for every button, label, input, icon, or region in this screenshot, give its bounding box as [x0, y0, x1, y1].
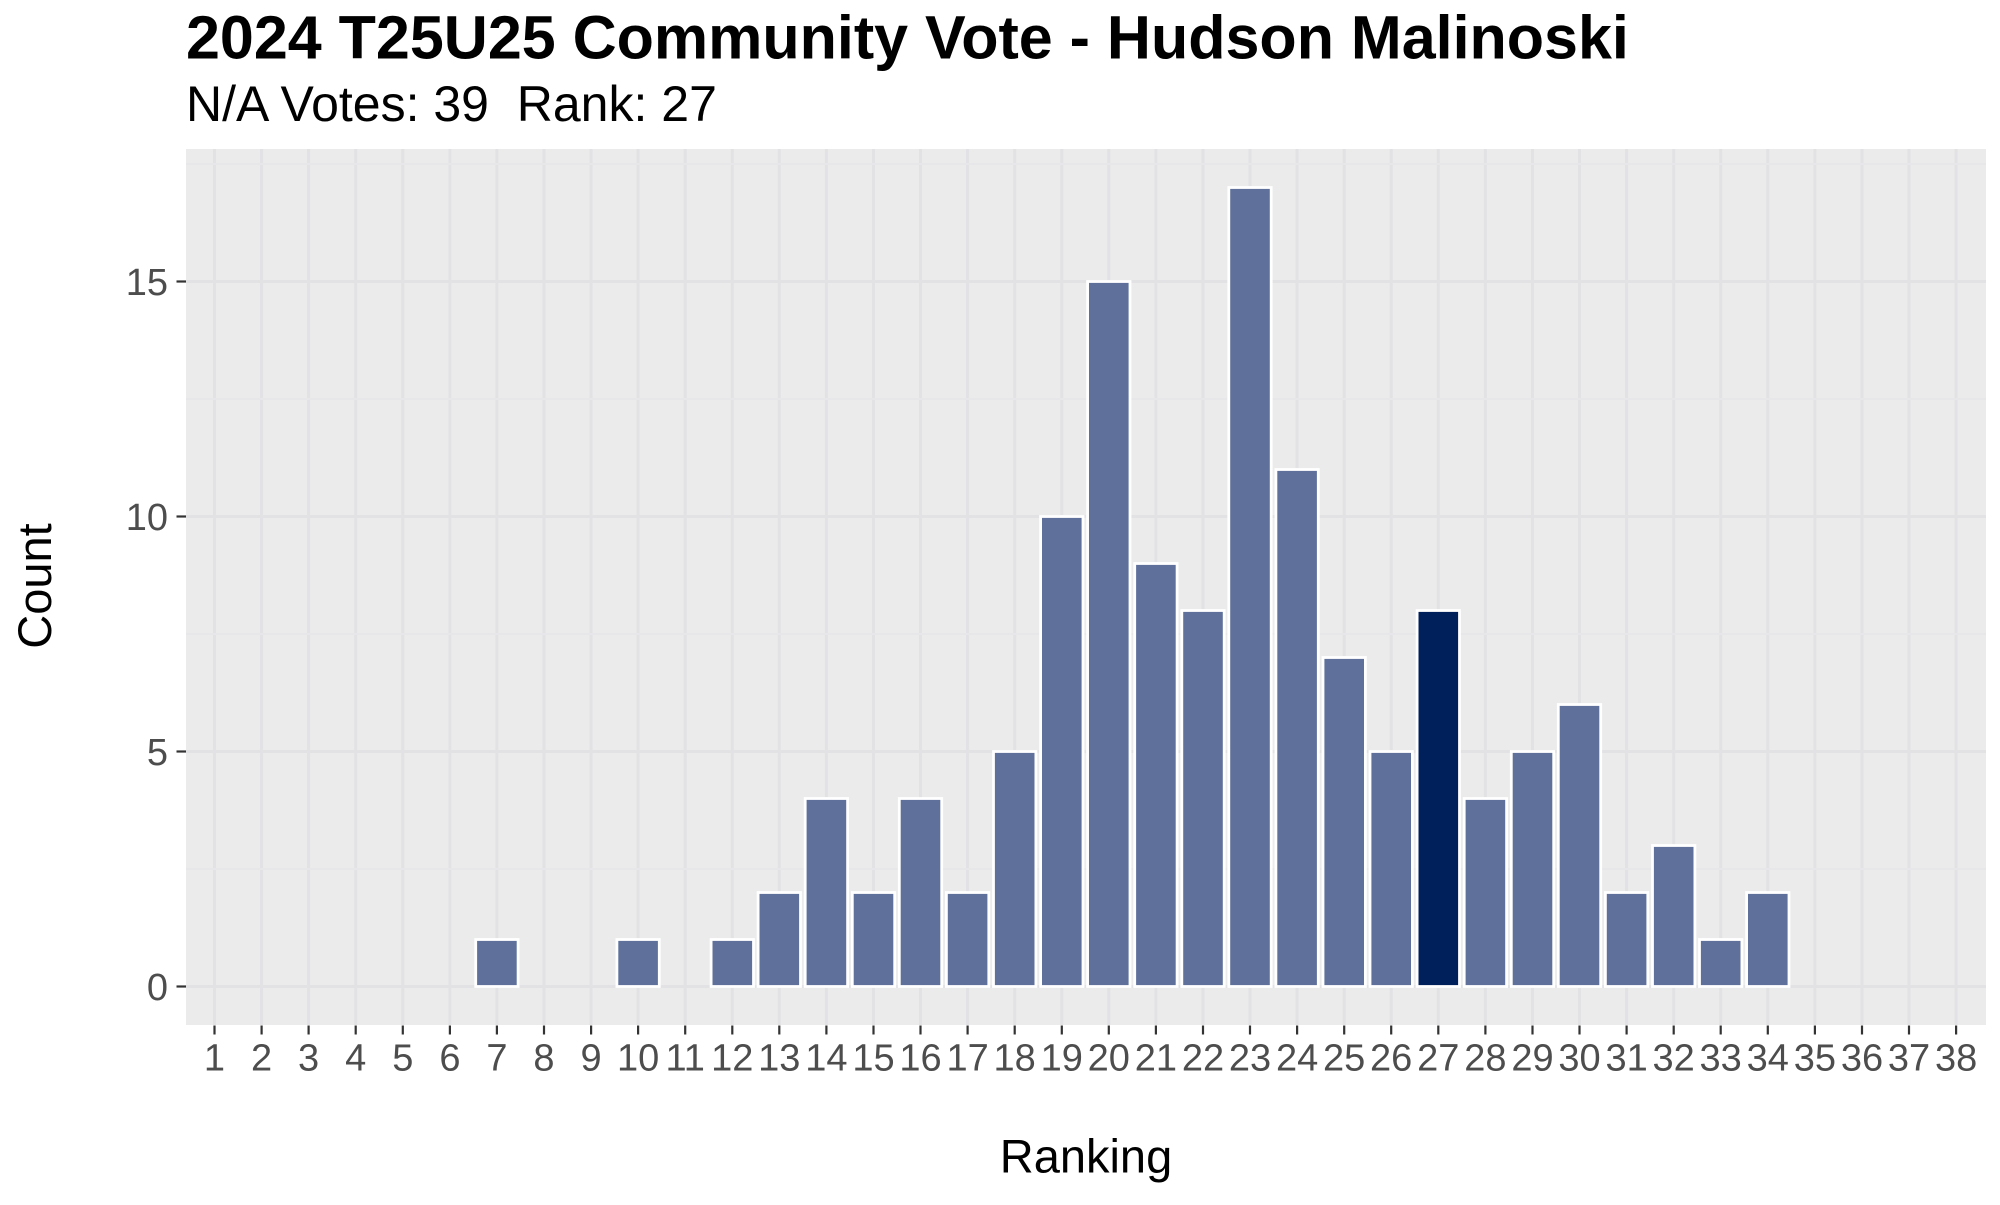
svg-text:14: 14: [805, 1038, 847, 1080]
svg-text:36: 36: [1841, 1038, 1883, 1080]
svg-text:18: 18: [994, 1038, 1036, 1080]
svg-text:22: 22: [1182, 1038, 1224, 1080]
svg-text:23: 23: [1229, 1038, 1271, 1080]
svg-text:32: 32: [1653, 1038, 1695, 1080]
svg-text:33: 33: [1700, 1038, 1742, 1080]
svg-text:19: 19: [1041, 1038, 1083, 1080]
svg-text:8: 8: [533, 1038, 554, 1080]
svg-text:1: 1: [204, 1038, 225, 1080]
svg-text:26: 26: [1370, 1038, 1412, 1080]
svg-text:29: 29: [1511, 1038, 1553, 1080]
svg-text:5: 5: [147, 732, 168, 774]
svg-text:0: 0: [147, 967, 168, 1009]
svg-text:10: 10: [126, 497, 168, 539]
svg-text:21: 21: [1135, 1038, 1177, 1080]
svg-text:N/A Votes: 39 Rank: 27: N/A Votes: 39 Rank: 27: [186, 76, 717, 132]
svg-text:7: 7: [486, 1038, 507, 1080]
svg-text:10: 10: [617, 1038, 659, 1080]
svg-text:37: 37: [1888, 1038, 1930, 1080]
svg-text:24: 24: [1276, 1038, 1318, 1080]
svg-text:27: 27: [1417, 1038, 1459, 1080]
svg-text:2024 T25U25 Community Vote - H: 2024 T25U25 Community Vote - Hudson Mali…: [186, 4, 1629, 72]
svg-text:Ranking: Ranking: [1000, 1130, 1172, 1183]
svg-text:16: 16: [899, 1038, 941, 1080]
svg-text:9: 9: [581, 1038, 602, 1080]
svg-text:3: 3: [298, 1038, 319, 1080]
svg-text:34: 34: [1747, 1038, 1789, 1080]
svg-text:38: 38: [1935, 1038, 1977, 1080]
svg-text:25: 25: [1323, 1038, 1365, 1080]
svg-text:5: 5: [392, 1038, 413, 1080]
svg-text:12: 12: [711, 1038, 753, 1080]
svg-text:6: 6: [439, 1038, 460, 1080]
svg-text:15: 15: [852, 1038, 894, 1080]
svg-text:17: 17: [946, 1038, 988, 1080]
svg-text:35: 35: [1794, 1038, 1836, 1080]
svg-text:13: 13: [758, 1038, 800, 1080]
svg-text:4: 4: [345, 1038, 366, 1080]
svg-text:28: 28: [1464, 1038, 1506, 1080]
svg-text:Count: Count: [8, 523, 61, 648]
svg-text:31: 31: [1605, 1038, 1647, 1080]
svg-text:11: 11: [665, 1038, 704, 1080]
svg-text:30: 30: [1558, 1038, 1600, 1080]
svg-text:15: 15: [126, 262, 168, 304]
svg-text:2: 2: [251, 1038, 272, 1080]
svg-text:20: 20: [1088, 1038, 1130, 1080]
